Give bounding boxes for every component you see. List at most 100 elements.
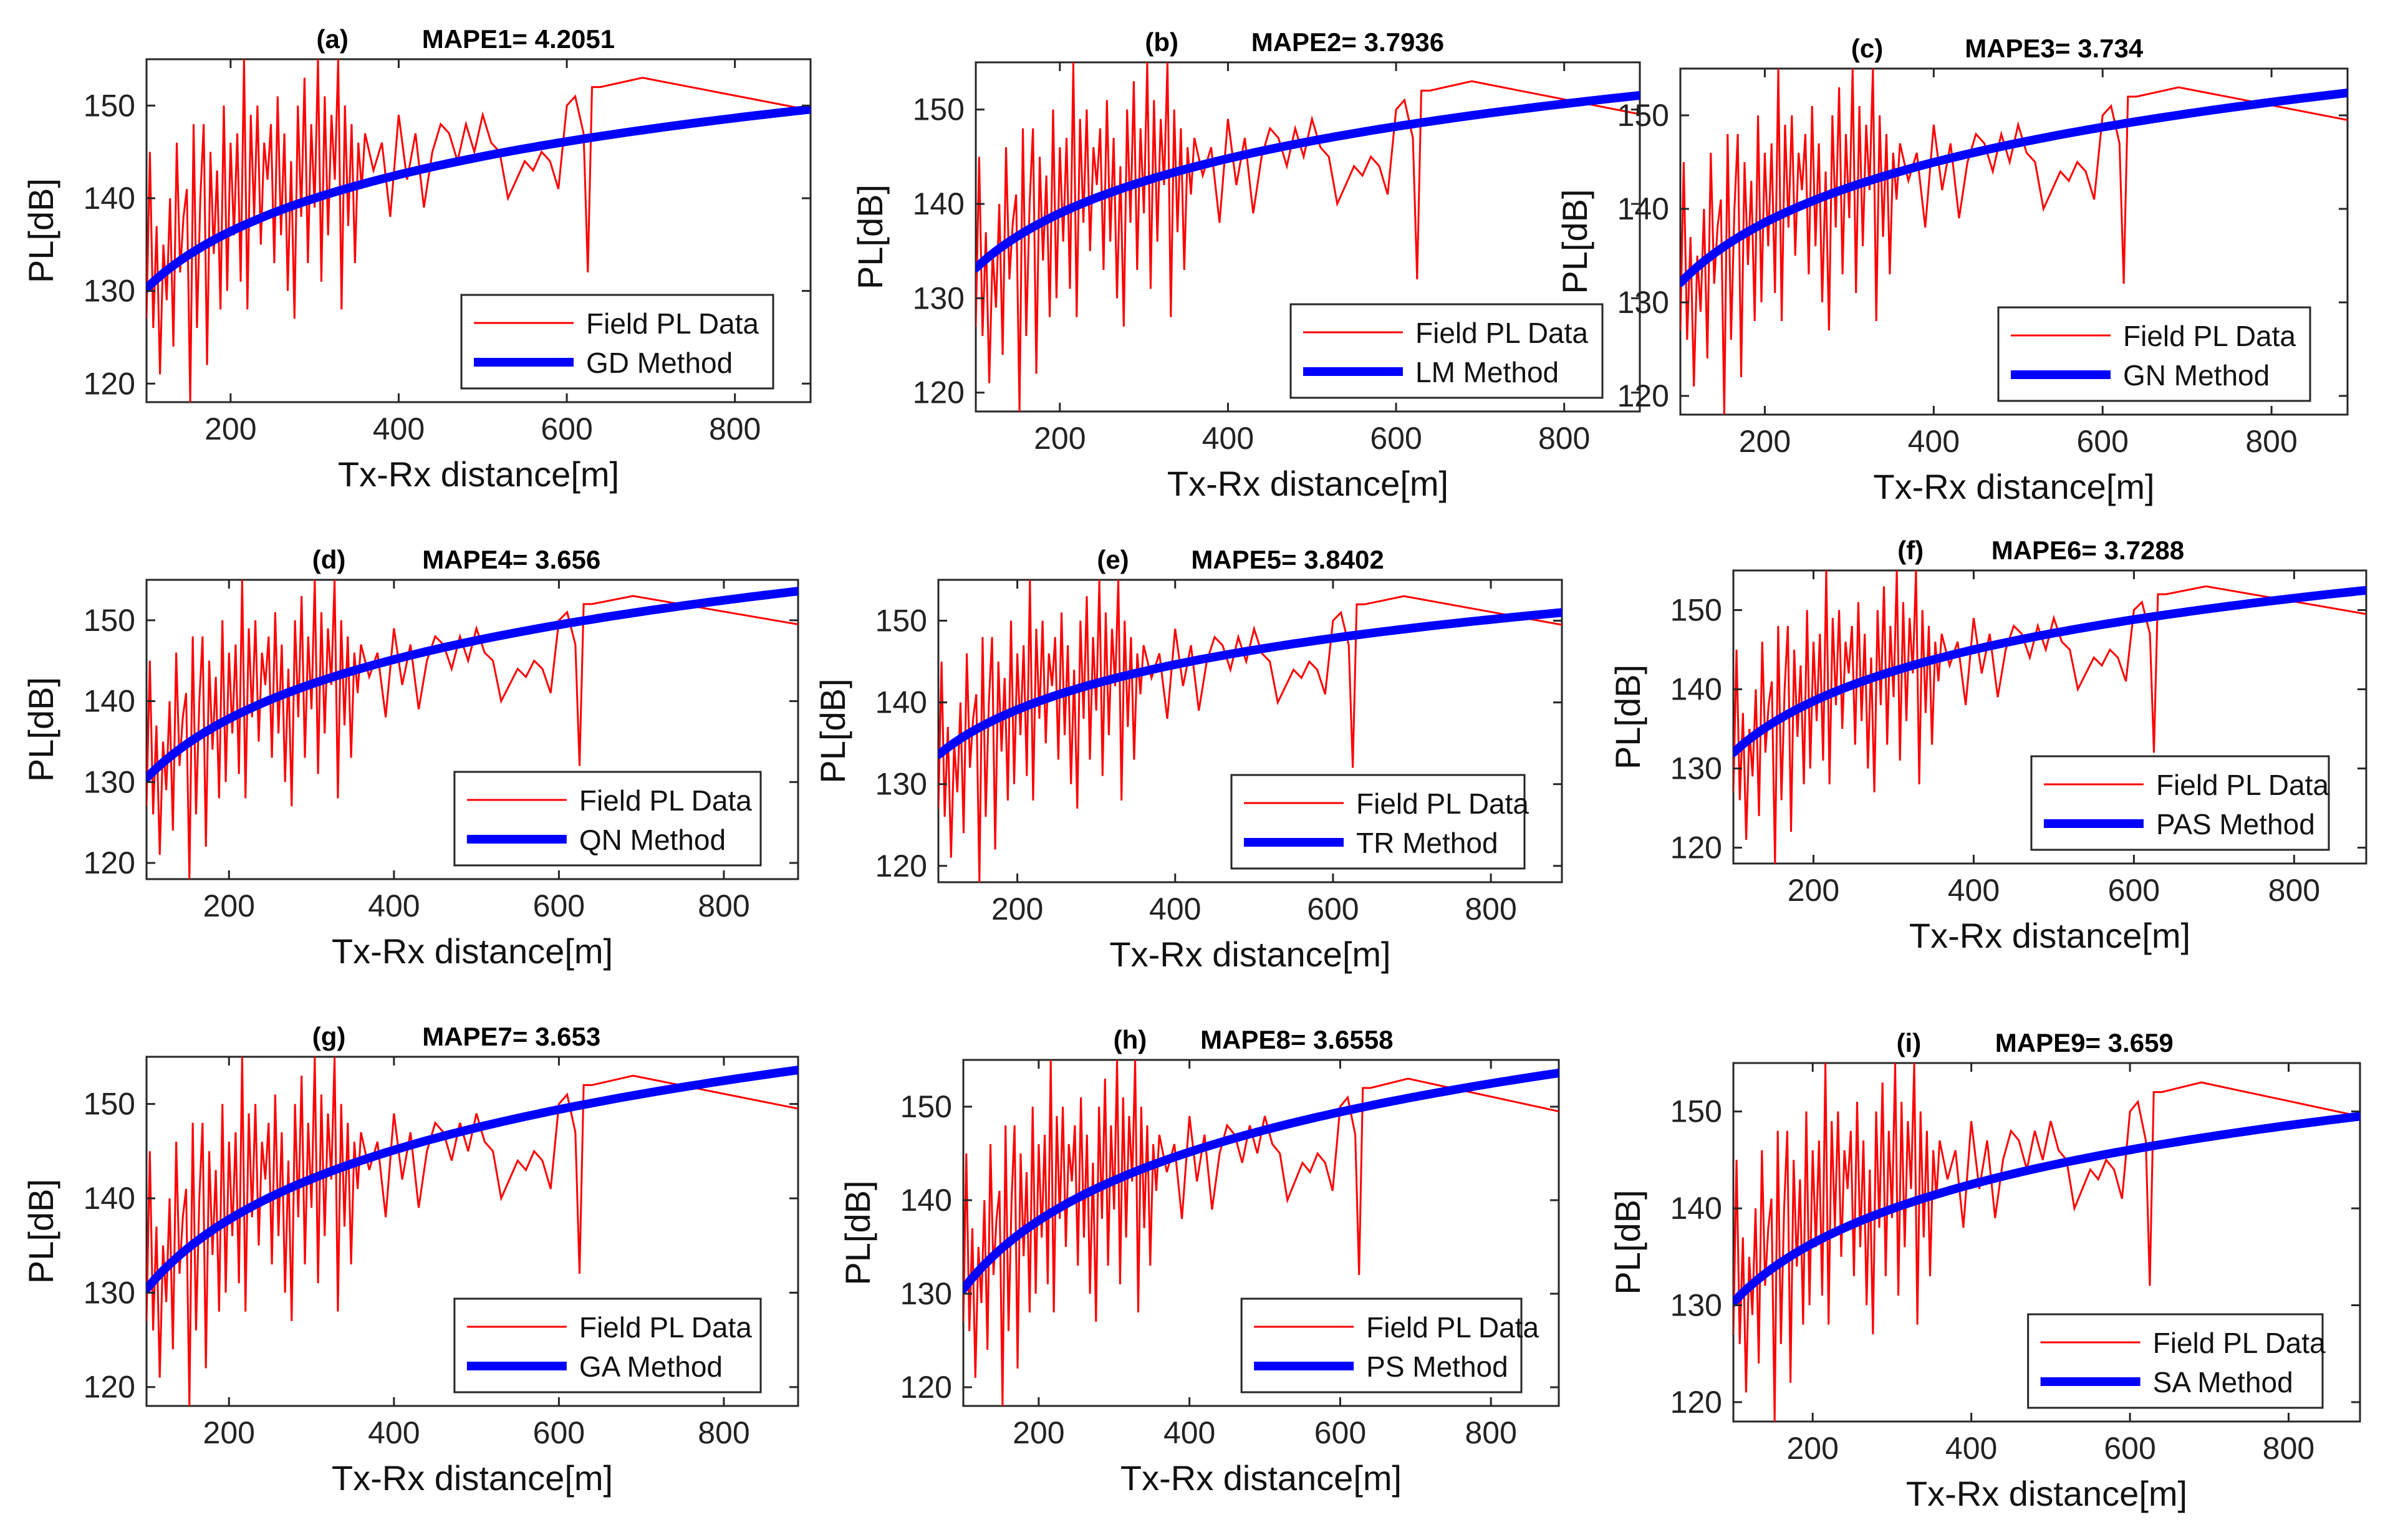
x-axis-label: Tx-Rx distance[m] bbox=[1873, 467, 2154, 506]
x-tick-label: 400 bbox=[1948, 873, 2000, 908]
legend-entry-fit: SA Method bbox=[2153, 1366, 2293, 1398]
y-axis-label: PL[dB] bbox=[1608, 1190, 1647, 1294]
y-tick-label: 150 bbox=[1670, 593, 1722, 628]
panel-2: 200 400 600 800 120 130 140 150 Tx-Rx distance[m… bbox=[850, 27, 1640, 503]
y-tick-label: 140 bbox=[913, 186, 965, 221]
legend-entry-fit: QN Method bbox=[579, 824, 726, 856]
x-tick-label: 800 bbox=[2263, 1431, 2314, 1466]
x-tick-label: 800 bbox=[1465, 1415, 1516, 1450]
y-tick-label: 130 bbox=[875, 767, 927, 802]
y-tick-label: 130 bbox=[84, 1275, 135, 1310]
y-tick-label: 120 bbox=[1617, 378, 1669, 413]
y-tick-label: 150 bbox=[84, 88, 135, 123]
y-axis-label: PL[dB] bbox=[1555, 189, 1594, 294]
y-tick-label: 140 bbox=[84, 684, 135, 719]
panel-9: 200 400 600 800120130140150Tx-Rx distance[m… bbox=[1608, 1028, 2360, 1513]
x-axis-label: Tx-Rx distance[m] bbox=[1906, 1474, 2187, 1513]
x-tick-label: 400 bbox=[368, 888, 420, 923]
y-tick-label: 140 bbox=[1670, 672, 1722, 707]
x-tick-label: 400 bbox=[373, 411, 425, 446]
x-axis-label: Tx-Rx distance[m] bbox=[1109, 935, 1390, 974]
legend-entry-field: Field PL Data bbox=[586, 307, 759, 340]
y-axis-label: PL[dB] bbox=[1608, 665, 1647, 769]
y-tick-label: 130 bbox=[1617, 285, 1669, 320]
y-tick-label: 140 bbox=[84, 181, 135, 216]
y-tick-label: 120 bbox=[900, 1370, 952, 1405]
x-tick-label: 800 bbox=[2245, 424, 2297, 459]
legend-entry-field: Field PL Data bbox=[2123, 320, 2296, 352]
y-axis-label: PL[dB] bbox=[838, 1180, 877, 1285]
legend-entry-fit: GA Method bbox=[579, 1350, 723, 1383]
y-tick-label: 130 bbox=[900, 1276, 952, 1311]
panel-8: 200 400 600 800 120 130 140 150 Tx-Rx distance[m… bbox=[838, 1025, 1559, 1498]
x-tick-label: 600 bbox=[533, 888, 585, 923]
y-tick-label: 120 bbox=[84, 366, 135, 401]
mape-title: MAPE2= 3.7936 bbox=[1251, 27, 1444, 57]
mape-title: MAPE4= 3.656 bbox=[422, 545, 600, 574]
legend-entry-field: Field PL Data bbox=[579, 1311, 752, 1344]
x-tick-label: 400 bbox=[1163, 1415, 1215, 1450]
x-tick-label: 200 bbox=[205, 411, 256, 446]
y-tick-label: 120 bbox=[84, 845, 135, 880]
x-tick-label: 600 bbox=[1307, 892, 1359, 926]
y-axis-label: PL[dB] bbox=[21, 178, 60, 283]
legend-entry-field: Field PL Data bbox=[1415, 317, 1588, 349]
panel-label: (c) bbox=[1851, 34, 1883, 63]
y-tick-label: 120 bbox=[1670, 830, 1722, 865]
y-tick-label: 150 bbox=[875, 604, 927, 638]
y-tick-label: 120 bbox=[84, 1370, 135, 1405]
y-tick-label: 150 bbox=[1617, 98, 1669, 133]
mape-title: MAPE7= 3.653 bbox=[422, 1022, 600, 1051]
panel-3: 200 400 600 800120130140150Tx-Rx distance[m… bbox=[1555, 34, 2348, 506]
x-tick-label: 200 bbox=[1788, 873, 1839, 908]
panel-label: (g) bbox=[312, 1022, 346, 1051]
figure: 200 400 600 800 120 130 140 150 Tx-Rx distance[m… bbox=[0, 0, 2408, 1535]
x-tick-label: 600 bbox=[541, 411, 592, 446]
legend-entry-field: Field PL Data bbox=[2156, 769, 2329, 801]
y-axis-label: PL[dB] bbox=[850, 185, 890, 289]
mape-title: MAPE1= 4.2051 bbox=[422, 24, 615, 54]
legend-entry-fit: TR Method bbox=[1356, 827, 1498, 859]
y-axis-label: PL[dB] bbox=[813, 678, 852, 783]
y-tick-label: 150 bbox=[84, 603, 135, 638]
y-tick-label: 130 bbox=[84, 764, 135, 799]
y-tick-label: 130 bbox=[1670, 751, 1722, 786]
panel-label: (a) bbox=[317, 24, 349, 54]
y-tick-label: 130 bbox=[84, 274, 135, 309]
panel-4: 200 400 600 800120130140150Tx-Rx distance[m… bbox=[21, 545, 798, 971]
mape-title: MAPE9= 3.659 bbox=[1995, 1028, 2174, 1057]
x-axis-label: Tx-Rx distance[m] bbox=[332, 931, 613, 971]
legend-entry-field: Field PL Data bbox=[579, 784, 752, 817]
y-tick-label: 140 bbox=[84, 1181, 135, 1216]
x-axis-label: Tx-Rx distance[m] bbox=[1120, 1458, 1402, 1498]
y-axis-label: PL[dB] bbox=[21, 1179, 60, 1284]
legend-entry-field: Field PL Data bbox=[1366, 1311, 1539, 1344]
x-tick-label: 800 bbox=[1465, 892, 1516, 926]
x-tick-label: 400 bbox=[368, 1415, 420, 1450]
x-axis-label: Tx-Rx distance[m] bbox=[338, 455, 619, 494]
x-tick-label: 200 bbox=[1013, 1415, 1064, 1450]
legend-entry-fit: PAS Method bbox=[2156, 808, 2315, 840]
y-tick-label: 140 bbox=[1670, 1191, 1722, 1226]
x-tick-label: 600 bbox=[2108, 873, 2160, 908]
y-tick-label: 130 bbox=[1670, 1288, 1722, 1323]
mape-title: MAPE5= 3.8402 bbox=[1191, 545, 1384, 574]
x-tick-label: 400 bbox=[1945, 1431, 1997, 1466]
x-tick-label: 600 bbox=[533, 1415, 585, 1450]
panel-6: 200 400 600 800 120 130 140 150 Tx-Rx distance[m… bbox=[1608, 536, 2366, 955]
y-tick-label: 130 bbox=[913, 281, 965, 315]
y-tick-label: 150 bbox=[84, 1087, 135, 1122]
panel-label: (i) bbox=[1897, 1028, 1922, 1057]
panel-label: (e) bbox=[1097, 545, 1129, 574]
panel-label: (h) bbox=[1114, 1025, 1147, 1054]
y-tick-label: 140 bbox=[1617, 191, 1669, 226]
x-tick-label: 800 bbox=[698, 888, 749, 923]
y-tick-label: 120 bbox=[1670, 1385, 1722, 1420]
y-tick-label: 120 bbox=[875, 849, 927, 883]
x-tick-label: 400 bbox=[1908, 424, 1960, 459]
x-tick-label: 200 bbox=[203, 1415, 255, 1450]
x-tick-label: 400 bbox=[1149, 892, 1201, 926]
y-tick-label: 140 bbox=[875, 685, 927, 720]
panel-label: (d) bbox=[312, 545, 346, 574]
x-tick-label: 800 bbox=[709, 411, 761, 446]
